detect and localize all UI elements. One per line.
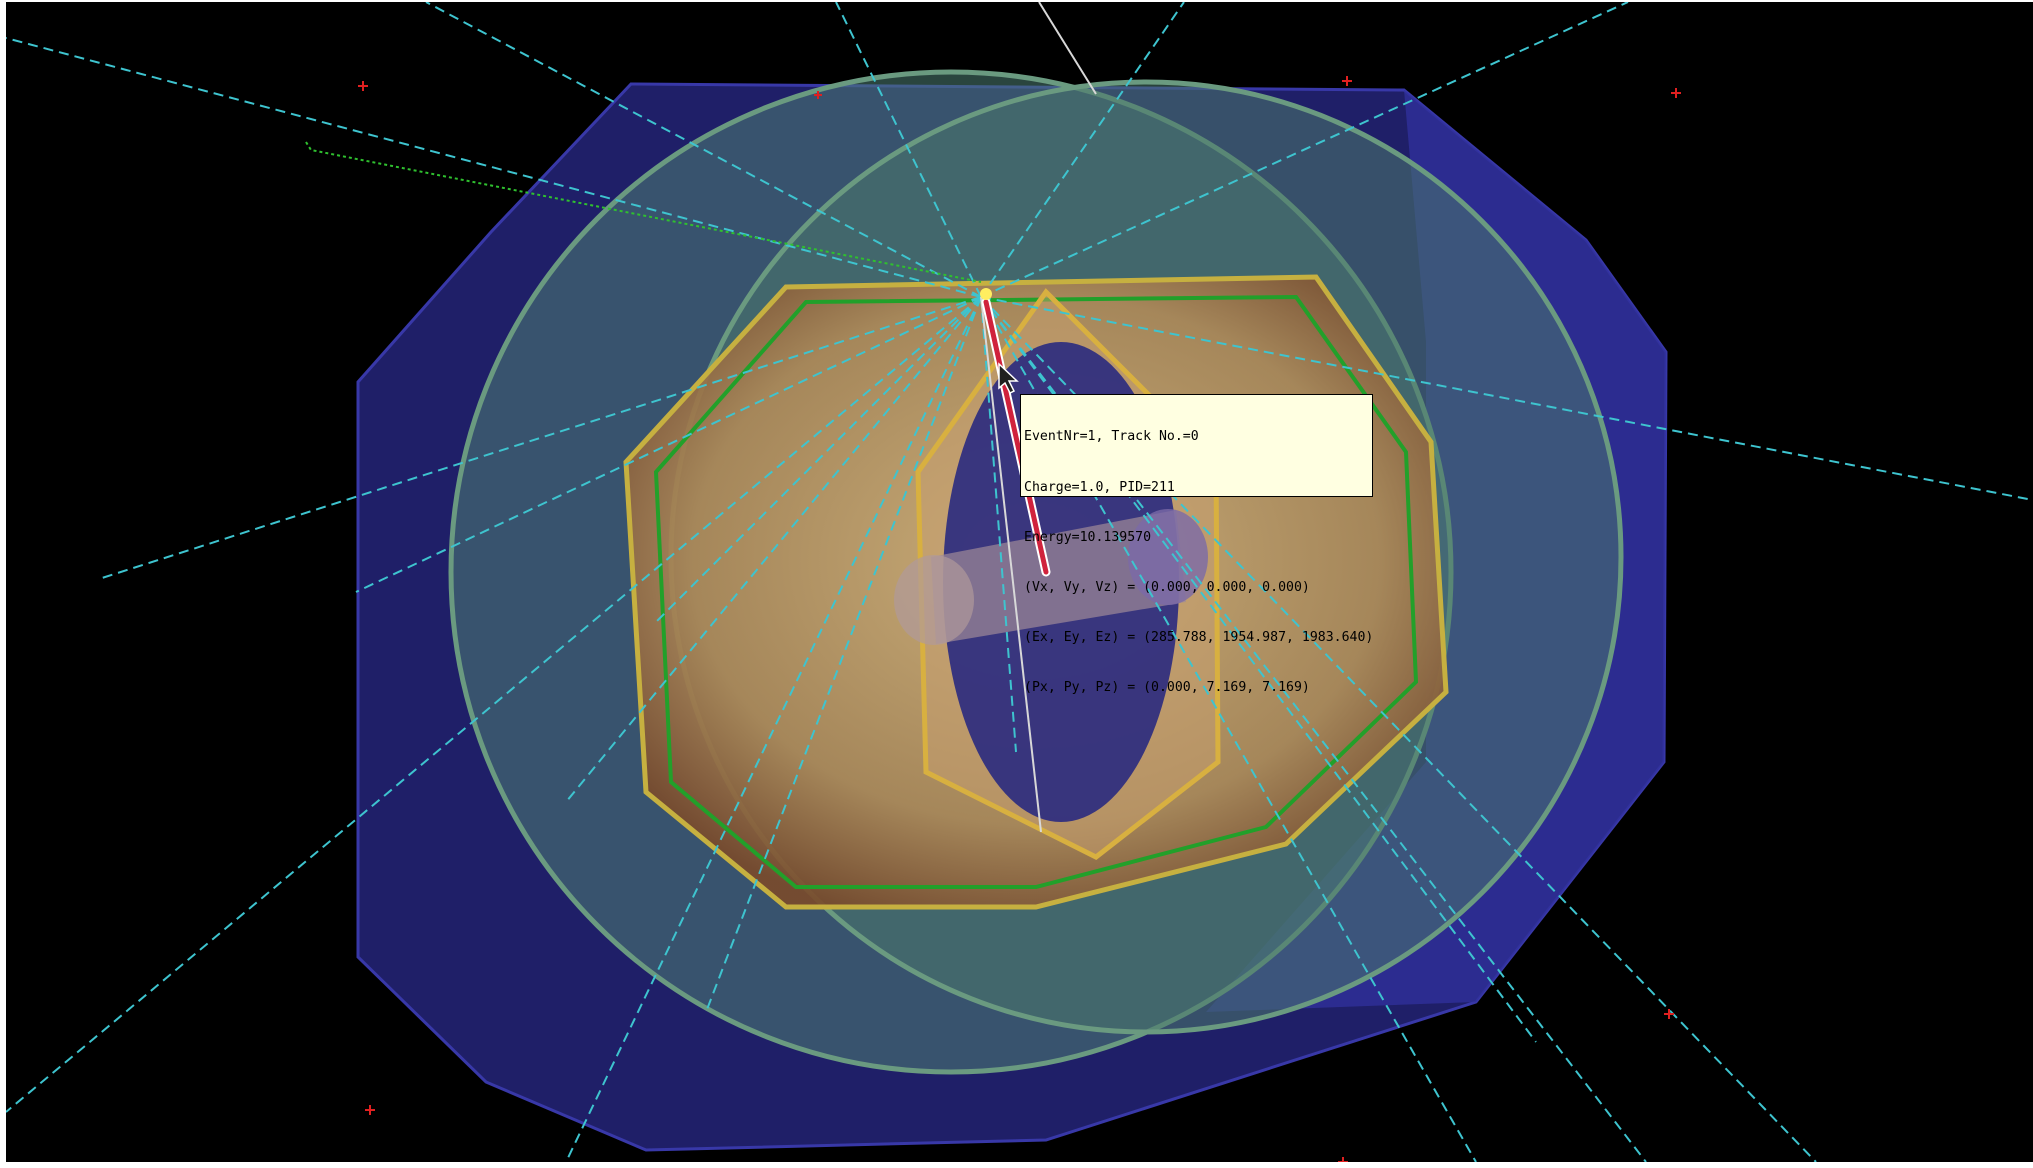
particle-trajectories xyxy=(6,2,2033,1162)
red-cross-markers xyxy=(358,76,1681,1162)
track-info-tooltip: EventNr=1, Track No.=0 Charge=1.0, PID=2… xyxy=(1020,394,1373,695)
red-cross-marker xyxy=(1664,1009,1674,1019)
tooltip-vertex-line: (Vx, Vy, Vz) = (0.000, 0.000, 0.000) xyxy=(1024,579,1310,595)
red-cross-marker xyxy=(358,81,368,91)
tooltip-energy-line: Energy=10.139570 xyxy=(1024,529,1152,545)
beam-pipe-end-right xyxy=(1128,509,1208,605)
highlighted-track-core[interactable] xyxy=(983,299,1049,575)
red-cross-marker xyxy=(1671,88,1681,98)
tooltip-charge-line: Charge=1.0, PID=211 xyxy=(1024,479,1175,495)
red-cross-marker xyxy=(365,1105,375,1115)
detector-geometry-canvas[interactable] xyxy=(6,2,2033,1162)
tooltip-endpoint-line: (Ex, Ey, Ez) = (285.788, 1954.987, 1983.… xyxy=(1024,629,1374,645)
mouse-pointer-icon xyxy=(998,362,1019,395)
beam-pipe-end-left xyxy=(894,555,974,645)
red-cross-marker xyxy=(814,91,822,99)
tooltip-momentum-line: (Px, Py, Pz) = (0.000, 7.169, 7.169) xyxy=(1024,679,1310,695)
tooltip-event-line: EventNr=1, Track No.=0 xyxy=(1024,429,1199,445)
white-track-2 xyxy=(980,296,1042,833)
white-track-1 xyxy=(1038,2,1097,95)
calorimeter-inner-ring xyxy=(653,294,1419,889)
beam-pipe xyxy=(931,510,1186,644)
interaction-vertex xyxy=(980,288,992,300)
detector-3d-view[interactable]: EventNr=1, Track No.=0 Charge=1.0, PID=2… xyxy=(6,2,2033,1162)
red-cross-marker xyxy=(1342,76,1352,86)
red-cross-marker xyxy=(1338,1157,1348,1162)
dotted-track xyxy=(305,141,982,283)
